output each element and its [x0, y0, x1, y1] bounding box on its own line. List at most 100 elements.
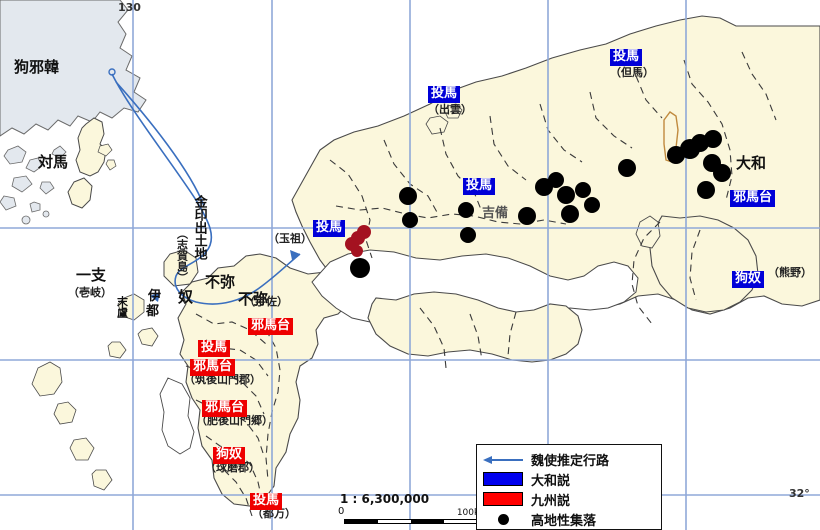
kyushu-west-islands	[31, 293, 159, 491]
settlement-dot	[399, 187, 417, 205]
toma-tamanooya: 投馬	[313, 216, 346, 237]
settlement-dot	[584, 197, 600, 213]
korea-landmass	[0, 0, 147, 137]
awaji-island	[635, 215, 661, 249]
kuna-kumano-chip: 狗奴	[732, 271, 765, 288]
toma-tajima: 投馬 （但馬）	[610, 45, 654, 79]
settlement-dot	[618, 159, 636, 177]
yamatai-higo: 邪馬台	[202, 396, 248, 417]
black-dot-icon	[483, 512, 523, 526]
label-kuma-gun: （球磨郡）	[205, 461, 260, 474]
yamatai-usa: 邪馬台	[248, 314, 294, 335]
scale-bar-graphic	[344, 519, 478, 524]
settlement-dot	[557, 186, 575, 204]
legend-row: 魏使推定行路	[483, 449, 655, 469]
toma-kyushu-chip: 投馬	[198, 340, 231, 357]
toma-izumo: 投馬 （出雲）	[428, 82, 472, 116]
arrow-left-icon	[483, 452, 523, 466]
red-settlement-dot	[351, 245, 363, 257]
yamatai-usa-chip: 邪馬台	[248, 318, 294, 335]
oki-islands	[425, 103, 463, 135]
red-settlement-dot	[357, 225, 371, 239]
red-swatch-icon	[483, 492, 523, 506]
yamatai-chikugo: 邪馬台	[190, 355, 236, 376]
settlement-dot	[458, 202, 474, 218]
ariake-sea	[159, 377, 195, 455]
label-fumi-east: 不弥	[238, 290, 269, 308]
yamatai-yamato: 邪馬台	[730, 186, 776, 207]
label-tamanooya: （玉祖）	[268, 232, 312, 245]
toma-tajima-chip: 投馬	[610, 49, 643, 66]
label-kumano: （熊野）	[768, 266, 812, 279]
yamatai-yamato-chip: 邪馬台	[730, 190, 776, 207]
scale-ratio: 1 : 6,300,000	[340, 492, 430, 506]
kyushu-landmass	[177, 253, 351, 507]
toma-central: 投馬	[463, 174, 496, 195]
label-matsuro: 末盧	[115, 296, 129, 318]
tsushima-island	[67, 117, 107, 209]
legend-dot-glyph	[497, 513, 509, 525]
toma-tsuma-chip: 投馬	[250, 493, 283, 510]
settlement-dot	[350, 258, 370, 278]
yamatai-higo-chip: 邪馬台	[202, 400, 248, 417]
label-kinin: 金印出土地	[191, 195, 207, 260]
longitude-label-130: 130	[118, 1, 141, 14]
kuna-kumano: 狗奴	[732, 267, 765, 288]
settlement-dot	[713, 164, 731, 182]
toma-tajima-sublabel: （但馬）	[610, 66, 654, 79]
settlement-dot	[575, 182, 591, 198]
scale-end-label: 100km	[456, 508, 488, 518]
map-legend: 魏使推定行路 大和説九州説高地性集落	[476, 444, 662, 530]
label-tsuma-gun: （都万）	[252, 507, 296, 520]
label-iki-sub: （壱岐）	[68, 286, 112, 299]
toma-central-chip: 投馬	[463, 178, 496, 195]
label-iki: 一支	[76, 266, 107, 284]
label-yamato-region: 大和	[736, 154, 767, 172]
label-to: 都	[146, 304, 160, 319]
settlement-dot	[548, 172, 564, 188]
yamatai-chikugo-chip: 邪馬台	[190, 359, 236, 376]
toma-tamanooya-chip: 投馬	[313, 220, 346, 237]
legend-label: 高地性集落	[531, 513, 597, 529]
tsushima-islets	[97, 143, 117, 171]
settlement-dot	[518, 207, 536, 225]
korea-islands	[0, 145, 67, 225]
settlement-dot	[704, 130, 722, 148]
legend-label: 魏使推定行路	[531, 453, 610, 469]
envoy-route-line	[108, 68, 301, 305]
toma-izumo-sublabel: （出雲）	[428, 103, 472, 116]
kuna-kuma-chip: 狗奴	[213, 447, 246, 464]
legend-row: 高地性集落	[483, 509, 655, 529]
toma-tsuma: 投馬	[250, 489, 283, 510]
label-chikugo-yamato: （筑後山門郡）	[184, 373, 261, 386]
toma-kyushu: 投馬	[198, 336, 231, 357]
legend-row: 九州説	[483, 489, 655, 509]
label-kibi: 吉備	[482, 206, 509, 221]
settlement-dot	[697, 181, 715, 199]
settlement-dot	[460, 227, 476, 243]
label-higo-yamato: （肥後山門郷）	[196, 414, 273, 427]
label-ito: 伊	[148, 289, 162, 304]
kuna-kuma: 狗奴	[213, 443, 246, 464]
legend-label: 九州説	[531, 493, 571, 509]
label-shikanoshima: （志賀島）	[175, 228, 189, 283]
legend-label: 大和説	[531, 473, 571, 489]
settlement-dot	[561, 205, 579, 223]
latitude-label-32: 32°	[789, 487, 810, 500]
blue-swatch-icon	[483, 472, 523, 486]
scale-start-label: 0	[338, 506, 345, 517]
toma-izumo-chip: 投馬	[428, 86, 461, 103]
settlement-dot	[402, 212, 418, 228]
label-usa: （宇佐）	[244, 295, 288, 308]
label-na: 奴	[178, 288, 194, 306]
legend-row: 大和説	[483, 469, 655, 489]
kii-peninsula	[649, 215, 759, 313]
label-tsushima: 対馬	[38, 153, 69, 171]
scale-bar: 1 : 6,300,000 0 100km	[338, 492, 490, 528]
label-kuyakan: 狗邪韓	[14, 58, 60, 76]
label-fumi-north: 不弥	[205, 273, 236, 291]
